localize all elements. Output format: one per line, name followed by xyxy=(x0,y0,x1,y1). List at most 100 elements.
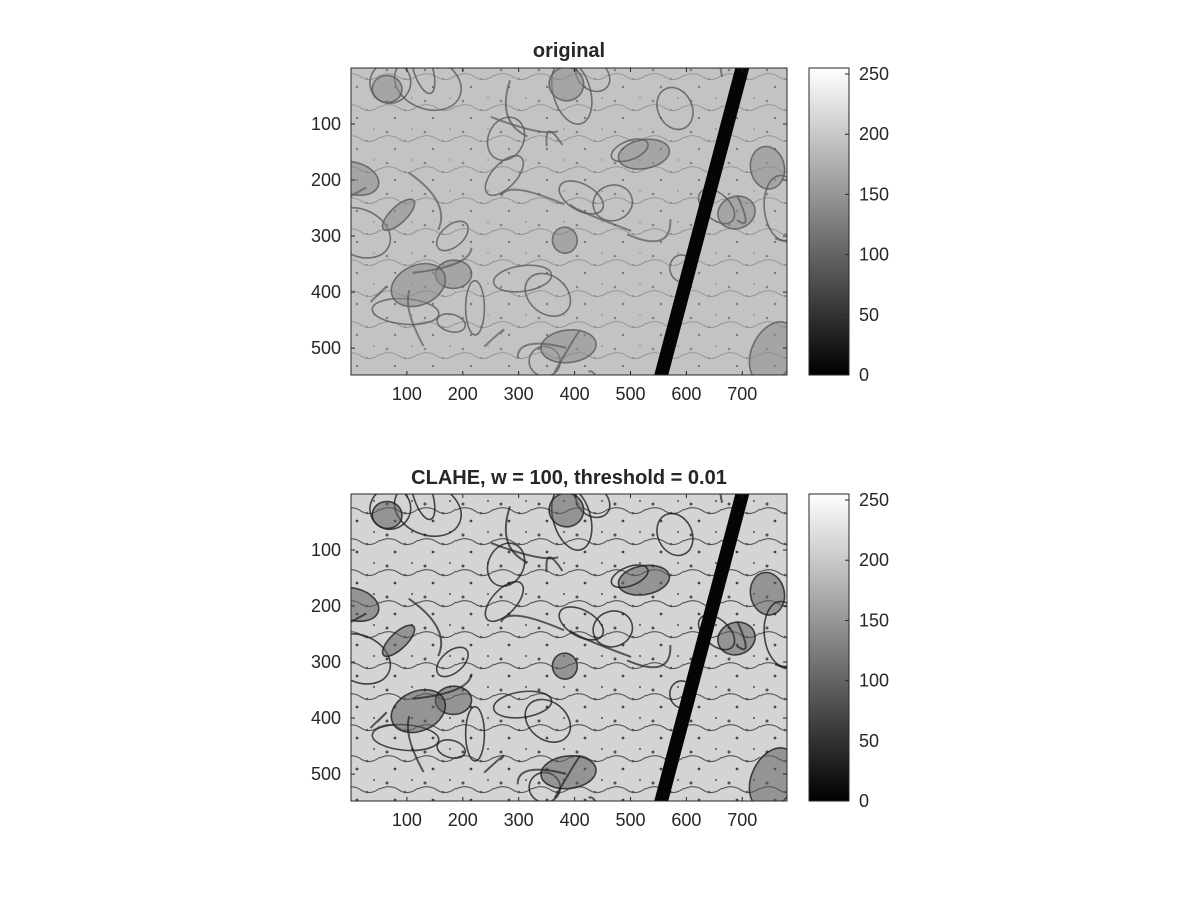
y-ticks: 100 200 300 400 500 xyxy=(311,114,787,358)
organelle xyxy=(390,262,447,308)
organelle xyxy=(656,86,694,131)
organelle xyxy=(748,747,787,801)
colorbar-tick-label: 200 xyxy=(859,124,889,144)
membrane xyxy=(626,645,672,669)
x-tick-label: 400 xyxy=(560,810,590,830)
colorbar-tick-label: 100 xyxy=(859,245,889,265)
organelle xyxy=(486,116,526,162)
x-tick-label: 700 xyxy=(727,810,757,830)
organelle xyxy=(484,154,525,197)
x-ticks: 100 200 300 400 500 600 700 xyxy=(392,494,757,830)
organelle xyxy=(371,500,403,530)
organelle xyxy=(351,160,380,197)
y-tick-label: 500 xyxy=(311,338,341,358)
organelle xyxy=(592,610,634,648)
x-tick-label: 300 xyxy=(504,810,534,830)
organelle xyxy=(484,580,525,623)
organelle xyxy=(436,739,467,759)
original-panel: original 100 200 300 400 500 600 700 100200300… xyxy=(311,40,889,404)
membrane xyxy=(553,329,581,373)
organelle xyxy=(548,494,585,528)
organelle xyxy=(524,698,572,743)
membrane xyxy=(351,612,367,623)
y-tick-label: 500 xyxy=(311,764,341,784)
colorbar-tick-label: 100 xyxy=(859,671,889,691)
y-ticks: 100 200 300 400 500 xyxy=(311,540,787,784)
dark-band xyxy=(654,68,750,375)
image-axes-frame xyxy=(350,493,788,802)
colorbar-tick-label: 150 xyxy=(859,610,889,630)
x-tick-label: 100 xyxy=(392,384,422,404)
membrane xyxy=(490,115,559,134)
membrane xyxy=(369,711,388,729)
membrane xyxy=(406,289,425,347)
membrane xyxy=(569,629,632,658)
organelle xyxy=(435,220,469,252)
y-tick-label: 100 xyxy=(311,540,341,560)
organelle xyxy=(351,207,392,259)
organelle xyxy=(486,542,526,588)
y-tick-label: 300 xyxy=(311,226,341,246)
organelle xyxy=(393,68,462,112)
x-tick-label: 300 xyxy=(504,384,534,404)
colorbar-tick-label: 50 xyxy=(859,305,879,325)
colorbar-ticks: 0 50 100 150 200 250 xyxy=(845,64,889,385)
y-tick-label: 300 xyxy=(311,652,341,672)
y-tick-label: 100 xyxy=(311,114,341,134)
colorbar-tick-label: 0 xyxy=(859,791,869,811)
membrane xyxy=(516,342,567,359)
organelle xyxy=(371,74,403,104)
membrane xyxy=(483,754,505,774)
organelle xyxy=(540,329,597,364)
organelle xyxy=(390,688,447,734)
organelle xyxy=(524,272,572,317)
dark-band xyxy=(654,494,750,801)
colorbar: 0 50 100 150 200 250 xyxy=(808,64,889,385)
colorbar-tick-label: 250 xyxy=(859,490,889,510)
x-ticks: 100 200 300 400 500 600 700 xyxy=(392,68,757,404)
membrane xyxy=(588,796,597,801)
organelle xyxy=(409,68,436,95)
organelle xyxy=(749,145,786,190)
membrane xyxy=(490,541,559,560)
organelle xyxy=(656,512,694,557)
y-tick-label: 200 xyxy=(311,170,341,190)
membrane xyxy=(406,715,425,773)
colorbar-gradient xyxy=(808,493,850,802)
colorbar-gradient xyxy=(808,67,850,376)
x-tick-label: 700 xyxy=(727,384,757,404)
organelle xyxy=(749,571,786,616)
y-tick-label: 200 xyxy=(311,596,341,616)
x-tick-label: 600 xyxy=(671,384,701,404)
organelle xyxy=(550,494,593,551)
colorbar: 0 50 100 150 200 250 xyxy=(808,490,889,811)
membrane xyxy=(719,68,724,78)
membrane xyxy=(369,285,388,303)
colorbar-ticks: 0 50 100 150 200 250 xyxy=(845,490,889,811)
axes-title-clahe: CLAHE, w = 100, threshold = 0.01 xyxy=(411,467,727,489)
organelle xyxy=(551,226,579,254)
membrane xyxy=(412,247,473,274)
membrane xyxy=(412,673,473,700)
organelle xyxy=(351,633,392,685)
organelle xyxy=(464,705,486,762)
membrane xyxy=(408,171,443,231)
original-image xyxy=(351,68,787,375)
clahe-image xyxy=(351,494,787,801)
organelle xyxy=(550,68,593,125)
colorbar-tick-label: 250 xyxy=(859,64,889,84)
organelle xyxy=(381,198,416,232)
membrane xyxy=(500,614,565,632)
membrane xyxy=(774,663,787,669)
organelle xyxy=(464,279,486,336)
x-tick-label: 100 xyxy=(392,810,422,830)
membrane xyxy=(500,188,565,206)
y-tick-label: 400 xyxy=(311,282,341,302)
x-tick-label: 500 xyxy=(615,810,645,830)
membrane xyxy=(516,768,567,785)
organelle xyxy=(540,755,597,790)
x-tick-label: 600 xyxy=(671,810,701,830)
organelle xyxy=(610,138,649,163)
organelle xyxy=(610,564,649,589)
